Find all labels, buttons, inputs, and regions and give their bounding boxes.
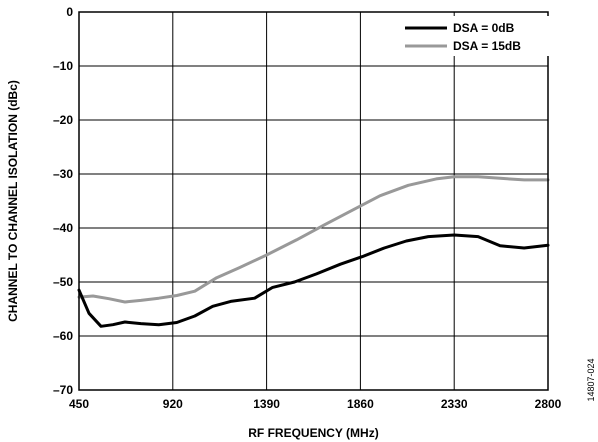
y-tick-label: –30 <box>53 167 73 181</box>
y-tick-labels: 0 –10 –20 –30 –40 –50 –60 –70 <box>53 5 73 397</box>
legend: DSA = 0dB DSA = 15dB <box>403 16 553 56</box>
y-axis-title: CHANNEL TO CHANNEL ISOLATION (dBc) <box>6 80 20 322</box>
x-axis-title: RF FREQUENCY (MHz) <box>248 426 378 440</box>
grid <box>78 11 549 391</box>
y-tick-label: –20 <box>53 113 73 127</box>
y-tick-label: –50 <box>53 275 73 289</box>
y-tick-label: 0 <box>66 5 73 19</box>
x-tick-labels: 450 920 1390 1860 2330 2800 <box>69 397 562 411</box>
y-tick-label: –40 <box>53 221 73 235</box>
x-tick-label: 450 <box>69 397 89 411</box>
x-tick-label: 920 <box>163 397 183 411</box>
series-line-0 <box>77 233 550 328</box>
x-tick-label: 1390 <box>253 397 280 411</box>
x-tick-label: 2800 <box>535 397 562 411</box>
plot-frame <box>78 11 549 391</box>
series-layer <box>77 175 550 328</box>
x-tick-label: 2330 <box>441 397 468 411</box>
figure-id: 14807-024 <box>586 358 596 401</box>
y-tick-label: –10 <box>53 59 73 73</box>
series-line-1 <box>77 175 550 304</box>
y-tick-label: –70 <box>53 383 73 397</box>
x-tick-label: 1860 <box>347 397 374 411</box>
y-tick-label: –60 <box>53 329 73 343</box>
legend-label-dsa-0db: DSA = 0dB <box>453 21 515 35</box>
legend-label-dsa-15db: DSA = 15dB <box>453 39 521 53</box>
